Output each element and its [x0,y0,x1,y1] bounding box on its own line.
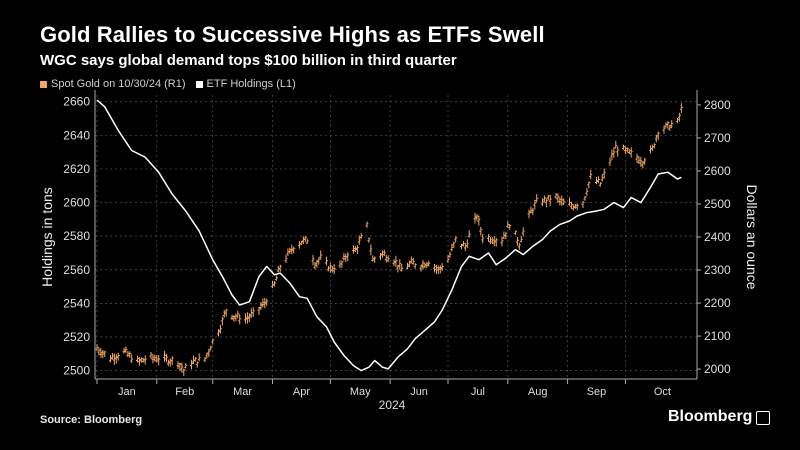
legend-item-spot-gold: Spot Gold on 10/30/24 (R1) [40,78,186,90]
x-tick-label: Feb [175,386,194,398]
right-tick-label: 2600 [704,164,731,178]
x-tick-label: Jan [118,386,136,398]
bloomberg-mark-icon [756,411,771,425]
right-tick-label: 2500 [704,197,731,211]
x-tick-label: Sep [587,386,607,398]
left-tick-label: 2520 [63,330,90,344]
left-tick-label: 2540 [63,296,90,310]
left-axis-label: Holdings in tons [39,187,55,287]
x-tick-label: May [350,386,371,398]
x-tick-label: Jun [410,386,428,398]
left-tick-label: 2500 [63,364,90,378]
legend-label-spot-gold: Spot Gold on 10/30/24 (R1) [51,78,186,90]
right-tick-label: 2200 [704,296,731,310]
chart-title: Gold Rallies to Successive Highs as ETFs… [40,22,545,47]
right-tick-label: 2300 [704,263,731,277]
left-tick-label: 2560 [63,263,90,277]
x-tick-label: Apr [293,386,310,398]
right-tick-label: 2700 [704,131,731,145]
x-tick-label: Jul [471,386,485,398]
right-tick-label: 2100 [704,329,731,343]
right-tick-label: 2400 [704,230,731,244]
right-tick-label: 2000 [704,362,731,376]
right-tick-label: 2800 [704,98,731,112]
legend: Spot Gold on 10/30/24 (R1) ETF Holdings … [40,78,296,90]
x-tick-label: Aug [528,386,548,398]
left-tick-label: 2600 [63,196,90,210]
legend-swatch-spot-gold [40,80,47,88]
chart-subtitle: WGC says global demand tops $100 billion… [40,52,457,69]
x-tick-label: Oct [654,386,671,398]
left-tick-label: 2660 [63,95,90,109]
etf-holdings-line [96,99,682,372]
brand-name: Bloomberg [668,408,753,425]
left-tick-label: 2620 [63,162,90,176]
source-note: Source: Bloomberg [40,414,143,426]
legend-item-etf-holdings: ETF Holdings (L1) [195,78,296,90]
bloomberg-logo: Bloomberg [668,408,771,426]
legend-label-etf-holdings: ETF Holdings (L1) [206,78,296,90]
x-tick-label: Mar [233,386,252,398]
left-tick-label: 2580 [63,229,90,243]
left-tick-label: 2640 [63,128,90,142]
year-label: 2024 [379,398,406,412]
legend-swatch-etf-holdings [195,80,203,88]
right-axis-label: Dollars an ounce [744,184,760,289]
